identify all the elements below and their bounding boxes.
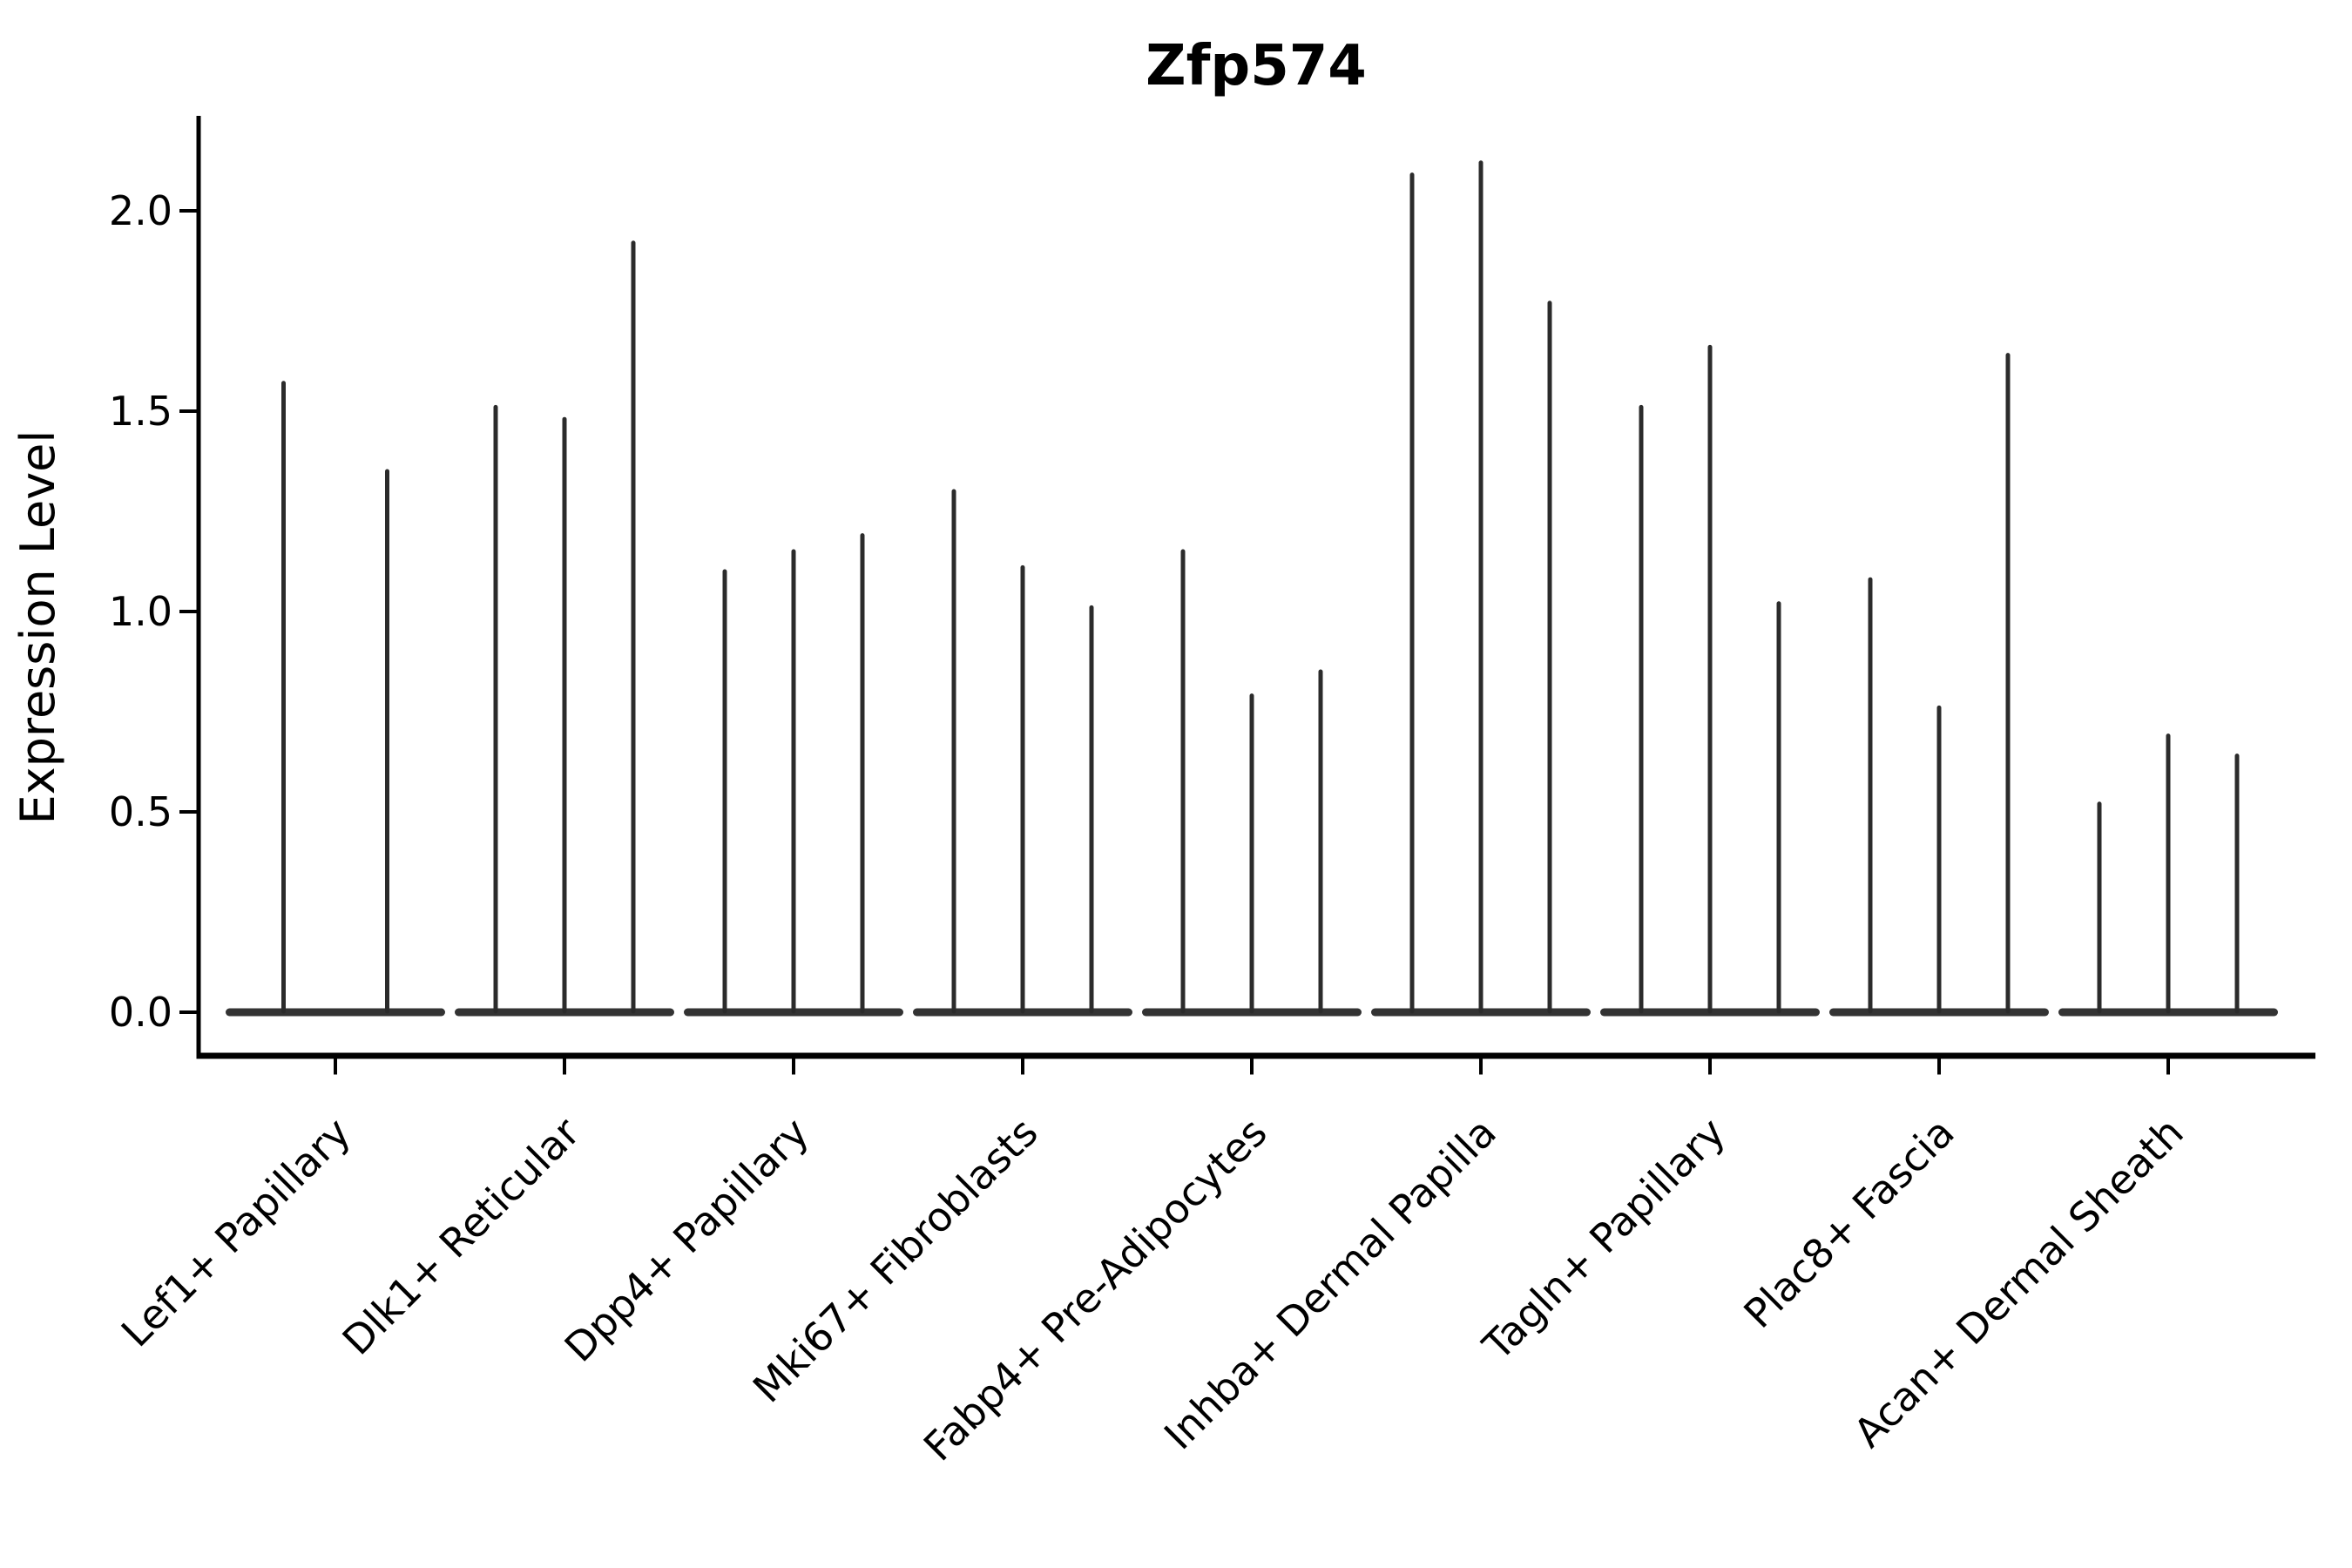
x-label-dlk1-reticular: Dlk1+ Reticular [334,1109,589,1364]
y-axis-label: Expression Level [10,430,65,825]
y-tick-label-0.5: 0.5 [109,788,172,835]
y-tick-label-1.5: 1.5 [109,388,172,435]
x-label-tagln-papillary: Tagln+ Papillary [1473,1109,1734,1370]
y-tick-labels: 0.0 0.5 1.0 1.5 2.0 [109,187,172,1036]
violin-base-1 [226,1008,445,1017]
y-tick-label-1.0: 1.0 [109,588,172,635]
y-tick-label-0.0: 0.0 [109,989,172,1036]
x-label-lef1-papillary: Lef1+ Papillary [112,1109,360,1356]
x-label-dpp4-papillary: Dpp4+ Papillary [556,1109,818,1371]
x-label-plac8-fascia: Plac8+ Fascia [1734,1109,1963,1337]
x-category-labels: Lef1+ Papillary Dlk1+ Reticular Dpp4+ Pa… [112,1109,2193,1470]
chart-title: Zfp574 [1146,34,1367,98]
plot-shapes [179,116,2315,1075]
y-tick-label-2.0: 2.0 [109,187,172,234]
